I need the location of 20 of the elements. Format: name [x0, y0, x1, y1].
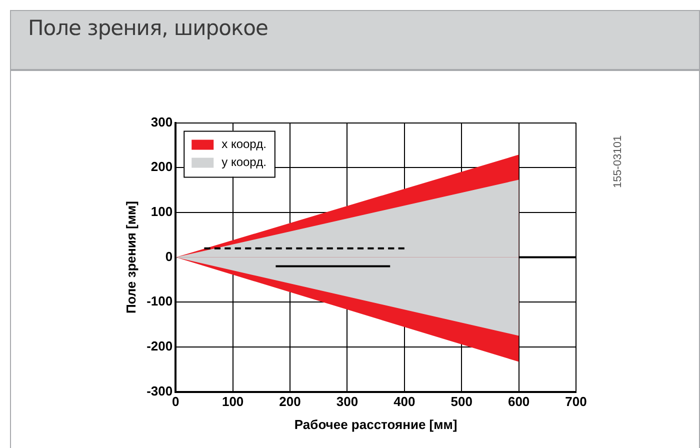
y-tick-label: -100 — [146, 294, 173, 309]
x-tick-label: 200 — [279, 394, 301, 410]
y-axis-title: Поле зрения [мм] — [123, 201, 138, 314]
chart-title: Поле зрения, широкое — [28, 16, 268, 40]
y-tick-label: -200 — [146, 338, 173, 354]
y-tick-label: -300 — [146, 383, 173, 398]
x-tick-label: 100 — [222, 394, 244, 410]
y-tick-label: 0 — [165, 248, 173, 264]
y-tick-label: 300 — [150, 114, 173, 130]
x-tick-label: 300 — [336, 394, 358, 410]
text: 155-03101 — [612, 135, 624, 188]
x-tick-label: 400 — [394, 394, 416, 410]
legend-label: x коорд. — [222, 137, 266, 152]
x-axis-title: Рабочее расстояние [мм] — [294, 416, 458, 432]
x-tick-label: 500 — [450, 394, 472, 410]
y-tick-label: 100 — [150, 204, 173, 220]
y-tick-label: 200 — [150, 159, 173, 174]
x-tick-label: 600 — [508, 394, 530, 410]
legend-label: y коорд. — [222, 155, 266, 170]
x-tick-label: 700 — [565, 394, 587, 410]
